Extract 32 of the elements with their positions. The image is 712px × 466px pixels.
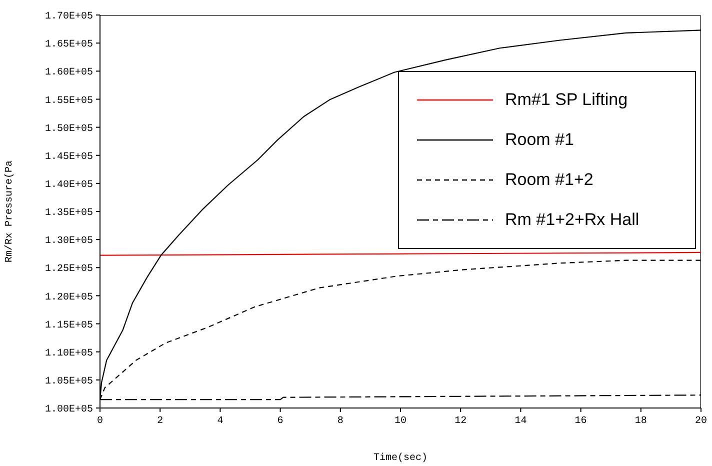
y-tick-label: 1.10E+05: [44, 348, 93, 360]
y-tick-label: 1.30E+05: [44, 236, 93, 248]
x-axis-title: Time(sec): [373, 452, 428, 464]
x-tick-label: 14: [514, 416, 527, 428]
legend-label: Room #1: [505, 130, 574, 150]
legend-label: Rm #1+2+Rx Hall: [505, 210, 640, 230]
x-tick-label: 0: [96, 416, 104, 428]
y-tick-label: 1.15E+05: [44, 320, 93, 332]
y-tick-label: 1.60E+05: [44, 68, 93, 79]
x-tick-label: 2: [157, 416, 164, 428]
y-tick-label: 1.00E+05: [44, 404, 93, 416]
x-tick-label: 18: [634, 416, 647, 428]
y-tick-label: 1.55E+05: [44, 96, 93, 107]
y-tick-label: 1.40E+05: [44, 180, 93, 191]
x-tick-label: 20: [694, 416, 708, 428]
y-tick-label: 1.70E+05: [44, 12, 93, 23]
y-tick-label: 1.45E+05: [44, 152, 93, 163]
x-tick-label: 10: [394, 416, 407, 428]
y-tick-label: 1.35E+05: [44, 208, 93, 220]
y-tick-label: 1.05E+05: [44, 376, 93, 388]
y-tick-label: 1.25E+05: [44, 264, 93, 276]
y-axis-title: Rm/Rx Pressure(Pa: [4, 160, 16, 263]
y-tick-label: 1.65E+05: [44, 40, 93, 51]
legend-label: Rm#1 SP Lifting: [505, 90, 628, 110]
y-tick-label: 1.50E+05: [44, 124, 93, 135]
x-tick-label: 6: [277, 416, 284, 428]
x-tick-label: 8: [337, 416, 344, 428]
x-tick-label: 16: [574, 416, 587, 428]
legend-label: Room #1+2: [505, 170, 594, 190]
y-tick-label: 1.20E+05: [44, 292, 93, 304]
x-tick-label: 4: [217, 416, 224, 428]
x-tick-label: 12: [454, 416, 467, 428]
